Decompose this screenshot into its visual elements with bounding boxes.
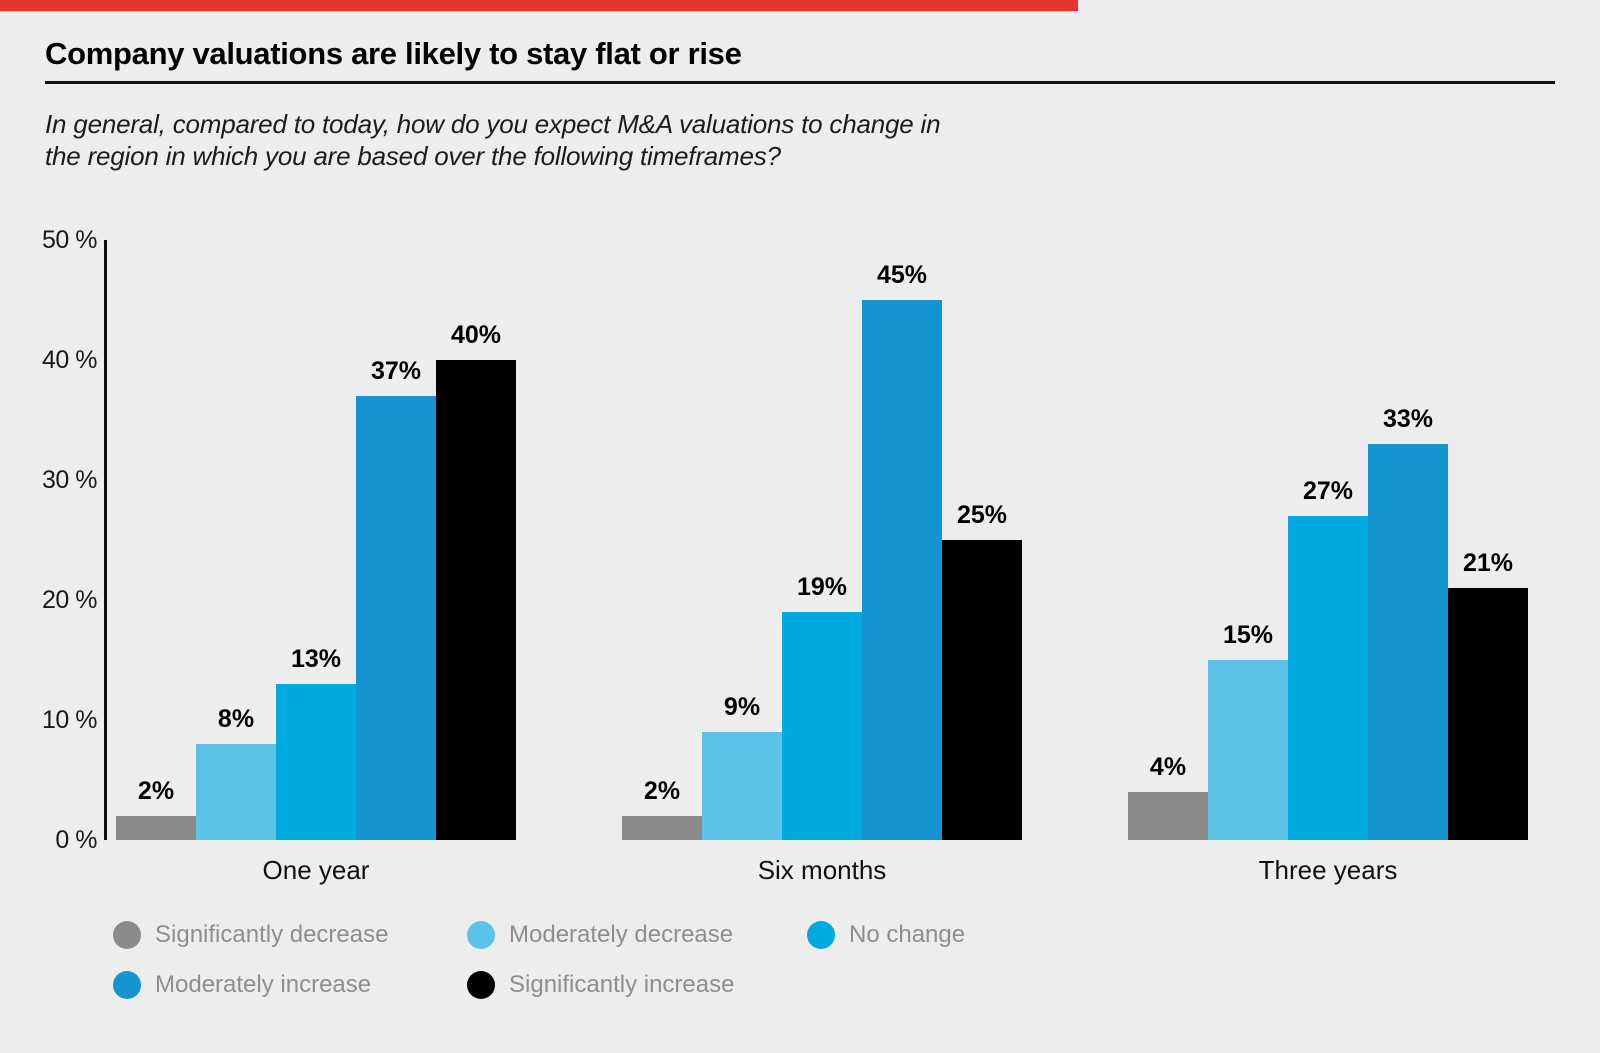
legend-swatch-icon [467, 971, 495, 999]
bar-value-label: 33% [1382, 405, 1434, 433]
bar-significantly-decrease-six-months [622, 816, 702, 840]
legend-item-significantly-increase: Significantly increase [467, 971, 807, 999]
bar-significantly-decrease-three-years [1128, 792, 1208, 840]
legend-swatch-icon [807, 921, 835, 949]
bar-no-change-six-months [782, 612, 862, 840]
chart-legend: Significantly decrease Moderately decreas… [113, 921, 965, 1021]
bar-value-label: 25% [956, 501, 1008, 529]
legend-swatch-icon [113, 971, 141, 999]
y-axis-tick-label: 40 % [42, 346, 97, 374]
bar-significantly-decrease-one-year [116, 816, 196, 840]
bar-value-label: 4% [1149, 753, 1187, 781]
y-axis-tick-label: 50 % [42, 226, 97, 254]
y-axis-tick-label: 0 % [55, 826, 97, 854]
y-axis-tick-label: 10 % [42, 706, 97, 734]
bar-value-label: 19% [796, 573, 848, 601]
bar-value-label: 27% [1302, 477, 1354, 505]
legend-row: Significantly decrease Moderately decreas… [113, 921, 965, 971]
survey-question: In general, compared to today, how do yo… [45, 108, 1145, 172]
bar-significantly-increase-one-year [436, 360, 516, 840]
bar-value-label: 37% [370, 357, 422, 385]
bar-value-label: 45% [876, 261, 928, 289]
bar-significantly-increase-six-months [942, 540, 1022, 840]
bar-value-label: 8% [217, 705, 255, 733]
bar-value-label: 15% [1222, 621, 1274, 649]
bar-value-label: 2% [643, 777, 681, 805]
legend-swatch-icon [467, 921, 495, 949]
x-axis-category-label: One year [262, 855, 370, 885]
bar-value-label: 21% [1462, 549, 1514, 577]
x-axis-category-label: Three years [1258, 855, 1398, 885]
legend-item-moderately-increase: Moderately increase [113, 971, 467, 999]
x-axis-category-label: Six months [757, 855, 887, 885]
y-axis-tick-label: 30 % [42, 466, 97, 494]
legend-swatch-icon [113, 921, 141, 949]
bar-value-label: 40% [450, 321, 502, 349]
bar-moderately-increase-six-months [862, 300, 942, 840]
bar-value-label: 13% [290, 645, 342, 673]
legend-label: Significantly decrease [155, 921, 389, 948]
bar-moderately-decrease-three-years [1208, 660, 1288, 840]
legend-label: Moderately increase [155, 971, 372, 998]
legend-label: Moderately decrease [509, 921, 734, 948]
legend-item-no-change: No change [807, 921, 965, 949]
survey-question-line1: In general, compared to today, how do yo… [45, 109, 941, 139]
bar-moderately-increase-one-year [356, 396, 436, 840]
title-underline [45, 81, 1555, 84]
legend-item-significantly-decrease: Significantly decrease [113, 921, 467, 949]
bar-value-label: 9% [723, 693, 761, 721]
y-axis-line [104, 240, 107, 840]
bar-moderately-decrease-six-months [702, 732, 782, 840]
bar-no-change-one-year [276, 684, 356, 840]
bar-value-label: 2% [137, 777, 175, 805]
top-accent-bar [0, 0, 1078, 11]
y-axis-tick-label: 20 % [42, 586, 97, 614]
bar-moderately-decrease-one-year [196, 744, 276, 840]
legend-label: Significantly increase [509, 971, 735, 998]
survey-question-line2: the region in which you are based over t… [45, 141, 781, 171]
legend-label: No change [849, 921, 966, 948]
bar-no-change-three-years [1288, 516, 1368, 840]
page-title: Company valuations are likely to stay fl… [45, 36, 742, 71]
bar-significantly-increase-three-years [1448, 588, 1528, 840]
legend-item-moderately-decrease: Moderately decrease [467, 921, 807, 949]
bar-moderately-increase-three-years [1368, 444, 1448, 840]
legend-row: Moderately increase Significantly increas… [113, 971, 965, 1021]
